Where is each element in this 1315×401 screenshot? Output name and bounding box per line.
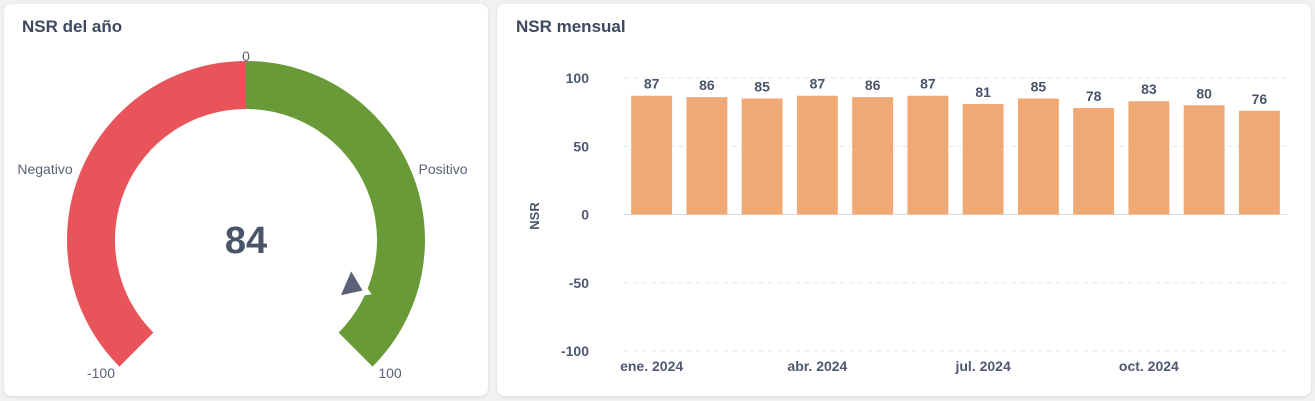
- y-tick-label: 0: [581, 207, 589, 223]
- bar[interactable]: [1238, 110, 1280, 215]
- y-tick-label: -50: [569, 275, 589, 291]
- bar[interactable]: [1183, 105, 1225, 215]
- bar-data-label: 80: [1196, 85, 1212, 101]
- y-tick-label: 100: [566, 70, 590, 86]
- gauge-label-negative: Negativo: [17, 161, 72, 177]
- gauge-label-top: 0: [242, 48, 250, 64]
- x-tick-label: jul. 2024: [954, 358, 1010, 374]
- bar-data-label: 78: [1086, 88, 1102, 104]
- bar[interactable]: [962, 103, 1004, 215]
- y-tick-label: -100: [561, 343, 589, 359]
- bar-chart: 100 50 0 -50 -100 NSR 87 86 85 87 86 87 81 85 78 83 80 76…: [527, 70, 1287, 374]
- bar[interactable]: [686, 97, 728, 215]
- gauge-label-min: -100: [87, 365, 115, 381]
- gauge-label-max: 100: [378, 365, 402, 381]
- gauge-band-negative: [66, 60, 246, 367]
- gauge-label-positive: Positivo: [418, 161, 467, 177]
- bar[interactable]: [907, 95, 949, 215]
- bar-data-label: 87: [644, 76, 660, 92]
- bar[interactable]: [852, 97, 894, 215]
- bar-data-label: 76: [1252, 91, 1268, 107]
- bar-card-title: NSR mensual: [516, 17, 626, 36]
- bar-data-label: 85: [1031, 78, 1047, 94]
- bar-data-label: 86: [865, 77, 881, 93]
- gauge-card: NSR del año 84 0 Negativo Positivo -100 100: [4, 4, 488, 396]
- bar-data-label: 83: [1141, 81, 1157, 97]
- bar[interactable]: [631, 95, 673, 215]
- y-axis-title: NSR: [527, 202, 542, 230]
- bar-data-label: 81: [975, 84, 991, 100]
- gauge-pointer-icon: [340, 271, 363, 296]
- x-tick-label: abr. 2024: [787, 358, 847, 374]
- x-tick-label: oct. 2024: [1119, 358, 1179, 374]
- bar[interactable]: [1128, 101, 1170, 215]
- bar-data-label: 86: [699, 77, 715, 93]
- y-tick-label: 50: [573, 138, 589, 154]
- bar[interactable]: [796, 95, 838, 215]
- gauge-band-positive: [246, 61, 425, 367]
- bar-data-label: 87: [810, 76, 826, 92]
- bar-data-label: 87: [920, 76, 936, 92]
- bar-data-label: 85: [754, 78, 770, 94]
- x-tick-label: ene. 2024: [620, 358, 683, 374]
- bar[interactable]: [1017, 98, 1059, 215]
- gauge-card-title: NSR del año: [22, 17, 123, 36]
- gauge-value: 84: [225, 220, 267, 262]
- bar-card: NSR mensual 100 50 0 -50 -100 NSR 87 86 85 87 86 87…: [497, 4, 1311, 396]
- bar[interactable]: [741, 98, 783, 215]
- gauge-chart: 84 0 Negativo Positivo -100 100: [17, 48, 467, 381]
- bar[interactable]: [1073, 108, 1115, 215]
